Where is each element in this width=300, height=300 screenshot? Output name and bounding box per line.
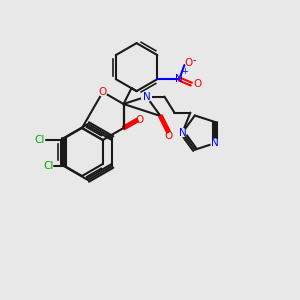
Text: Cl: Cl bbox=[44, 161, 54, 171]
Text: N: N bbox=[211, 138, 219, 148]
Text: N: N bbox=[176, 74, 183, 84]
Text: O: O bbox=[99, 87, 107, 97]
Text: N: N bbox=[178, 128, 186, 138]
Text: +: + bbox=[181, 67, 188, 76]
Text: Cl: Cl bbox=[34, 135, 44, 145]
Circle shape bbox=[141, 92, 152, 102]
Text: O: O bbox=[184, 58, 193, 68]
Text: O: O bbox=[164, 131, 172, 141]
Text: N: N bbox=[142, 92, 150, 102]
Circle shape bbox=[211, 139, 219, 147]
Text: -: - bbox=[193, 55, 196, 65]
Text: O: O bbox=[135, 115, 144, 125]
Text: O: O bbox=[193, 79, 202, 89]
Circle shape bbox=[178, 129, 186, 136]
Circle shape bbox=[99, 88, 107, 96]
